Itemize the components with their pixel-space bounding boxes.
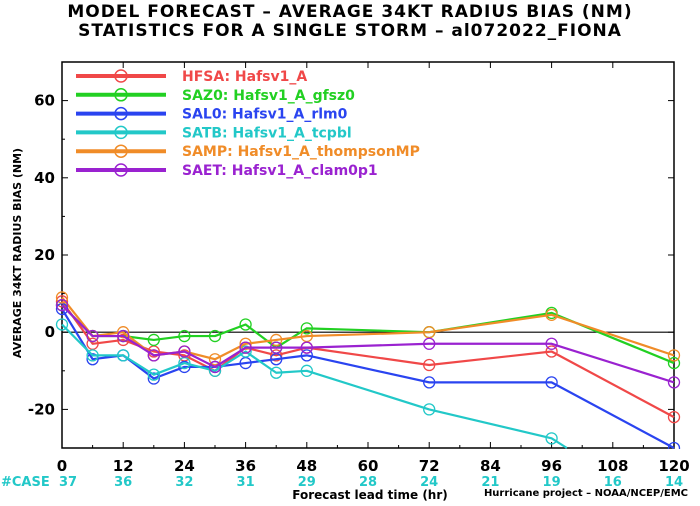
series-point — [300, 341, 313, 354]
series-point — [270, 349, 283, 362]
y-tick-label: 0 — [45, 323, 55, 341]
series-point — [667, 410, 681, 424]
y-axis-label: AVERAGE 34KT RADIUS BIAS (NM) — [11, 148, 24, 358]
footer-credit: Hurricane project – NOAA/NCEP/EMC — [483, 488, 688, 499]
legend-marker — [114, 88, 128, 102]
case-count: 21 — [481, 475, 499, 490]
series-point — [300, 322, 313, 335]
legend-label: SAL0: Hafsv1_A_rlm0 — [182, 107, 348, 123]
series-point — [545, 376, 558, 389]
series-point — [178, 345, 191, 358]
series-point — [423, 376, 436, 389]
case-count: 37 — [59, 475, 77, 490]
series-point — [667, 376, 681, 389]
x-tick-label: 36 — [235, 457, 256, 475]
series-point — [300, 364, 313, 377]
series-point — [208, 353, 222, 366]
series-point — [147, 368, 160, 381]
series-point — [208, 360, 222, 374]
legend-label: SATB: Hafsv1_A_tcpbl — [182, 125, 352, 141]
series-point — [117, 329, 130, 343]
series-point — [667, 356, 681, 370]
y-tick-label: -20 — [28, 400, 55, 418]
x-tick-label: 120 — [658, 457, 689, 475]
x-tick-label: 0 — [57, 457, 67, 475]
legend-marker — [114, 144, 128, 158]
series-point — [55, 299, 69, 312]
x-tick-label: 72 — [419, 457, 440, 475]
series-point — [270, 341, 283, 354]
x-axis-label: Forecast lead time (hr) — [292, 488, 448, 502]
series-point — [55, 291, 69, 304]
series-point — [86, 349, 99, 362]
x-tick-label: 60 — [358, 457, 379, 475]
chart-title-line1: MODEL FORECAST – AVERAGE 34KT RADIUS BIA… — [67, 2, 633, 22]
series-point — [270, 366, 283, 379]
series-point — [55, 318, 69, 331]
x-tick-label: 12 — [113, 457, 134, 475]
legend-marker — [114, 163, 128, 177]
series-point — [239, 341, 252, 354]
y-tick-label: 20 — [34, 246, 55, 264]
series-point — [178, 329, 191, 343]
legend-label: SAZ0: Hafsv1_A_gfsz0 — [182, 88, 355, 104]
legend-marker — [114, 106, 128, 121]
case-count: 16 — [604, 475, 622, 490]
case-count: 28 — [359, 475, 377, 490]
series-point — [208, 329, 222, 343]
series-point — [545, 308, 558, 321]
case-count: 31 — [237, 475, 255, 490]
case-label: #CASE — [1, 475, 50, 490]
case-count: 19 — [543, 475, 561, 490]
y-tick-label: 60 — [34, 92, 55, 110]
series-point — [423, 337, 436, 350]
series-point — [545, 432, 558, 445]
series-line — [61, 304, 675, 384]
x-tick-label: 48 — [296, 457, 317, 475]
series-point — [545, 345, 558, 358]
y-tick-label: 40 — [34, 169, 55, 187]
series-point — [117, 349, 130, 362]
series-point — [667, 349, 681, 362]
series-point — [178, 360, 191, 374]
series-point — [147, 349, 160, 362]
series-point — [86, 353, 99, 366]
series-point — [239, 337, 252, 350]
series-point — [545, 337, 558, 350]
case-count: 36 — [114, 475, 132, 490]
series-point — [147, 372, 160, 385]
case-count: 24 — [420, 475, 438, 490]
x-tick-label: 108 — [597, 457, 628, 475]
series-point — [86, 329, 99, 343]
series-point — [117, 326, 130, 339]
series-point — [270, 333, 283, 347]
series-point — [239, 318, 252, 331]
legend-label: HFSA: Hafsv1_A — [182, 69, 307, 85]
x-tick-label: 96 — [541, 457, 562, 475]
series-point — [667, 441, 681, 449]
legend-label: SAET: Hafsv1_A_clam0p1 — [182, 163, 378, 179]
series-point — [147, 333, 160, 347]
case-count: 14 — [665, 475, 683, 490]
series-point — [300, 349, 313, 362]
case-count: 32 — [175, 475, 193, 490]
series-point — [423, 403, 436, 416]
series-point — [55, 295, 69, 308]
legend-marker — [114, 125, 128, 140]
chart-title-line2: STATISTICS FOR A SINGLE STORM – al072022… — [78, 21, 622, 41]
x-tick-label: 84 — [480, 457, 501, 475]
legend-label: SAMP: Hafsv1_A_thompsonMP — [182, 144, 420, 160]
series-point — [423, 358, 436, 372]
legend-marker — [114, 69, 128, 83]
x-tick-label: 24 — [174, 457, 195, 475]
case-count: 29 — [298, 475, 316, 490]
